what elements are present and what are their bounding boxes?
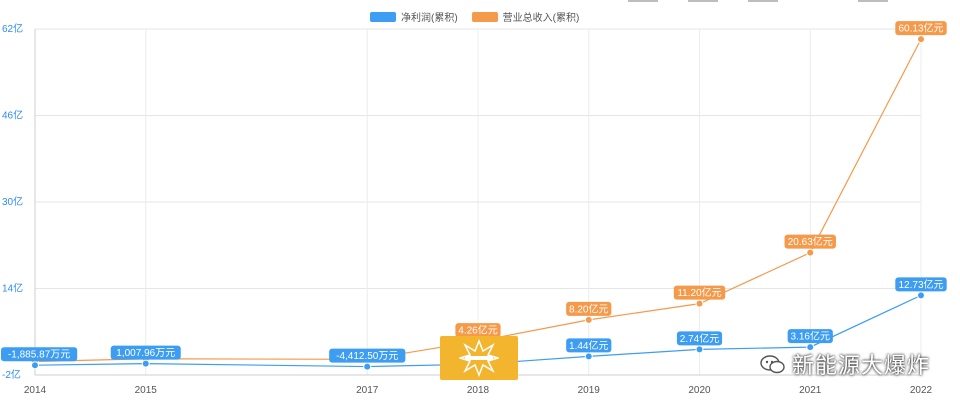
net-profit-data-label: 12.73亿元	[898, 278, 943, 291]
x-tick-label: 2020	[688, 385, 711, 396]
revenue-point	[917, 35, 925, 44]
logo-stamp	[440, 336, 518, 380]
net-profit-data-label: 3.16亿元	[791, 330, 830, 343]
wechat-icon	[760, 355, 785, 374]
net-profit-data-label-bg	[787, 329, 833, 344]
y-tick-label: -2亿	[2, 368, 21, 381]
starburst-logo-icon	[459, 339, 499, 377]
watermark-text: 新能源大爆炸	[791, 353, 930, 378]
y-tick-label: 46亿	[2, 109, 23, 122]
revenue-data-label-bg	[673, 285, 726, 300]
revenue-data-label: 20.63亿元	[788, 235, 833, 248]
revenue-data-label: 4.26亿元	[458, 324, 497, 337]
net-profit-data-label: 2.74亿元	[680, 332, 719, 345]
net-profit-data-label-bg	[566, 338, 612, 353]
legend-swatch-blue	[370, 11, 396, 22]
legend-item-net-profit[interactable]: 净利润(累积)	[370, 9, 458, 24]
y-tick-label: 62亿	[2, 22, 23, 35]
revenue-data-label-bg	[895, 21, 947, 36]
y-tick-label: 14亿	[2, 282, 23, 295]
toolbar-stub	[688, 0, 718, 2]
revenue-data-label: 60.13亿元	[898, 22, 943, 35]
net-profit-data-label-bg	[1, 347, 78, 362]
revenue-data-label-bg	[455, 323, 501, 338]
x-tick-label: 2015	[135, 385, 158, 396]
net-profit-point	[917, 291, 925, 300]
toolbar-stub	[858, 0, 888, 2]
net-profit-data-label: -4,412.50万元	[336, 351, 398, 362]
x-tick-label: 2018	[467, 385, 490, 396]
legend-label-net-profit: 净利润(累积)	[401, 13, 458, 24]
x-tick-label: 2014	[24, 385, 47, 396]
revenue-data-label-bg	[784, 234, 836, 249]
net-profit-data-label-bg	[676, 331, 723, 346]
net-profit-line	[34, 294, 922, 368]
net-profit-data-label-bg	[329, 348, 406, 363]
x-tick-label: 2017	[356, 385, 379, 396]
revenue-point	[695, 299, 704, 308]
net-profit-point	[806, 343, 815, 352]
legend-label-revenue: 营业总收入(累积)	[502, 13, 580, 24]
net-profit-data-label: 1,007.96万元	[116, 348, 175, 359]
toolbar-stub	[628, 0, 658, 2]
net-profit-data-label-bg	[110, 345, 181, 360]
revenue-data-label: 11.20亿元	[677, 286, 721, 299]
chart-legend: 净利润(累积) 营业总收入(累积)	[370, 9, 579, 24]
top-toolbar-stubs	[628, 0, 928, 2]
net-profit-data-label: -1,885.87万元	[8, 350, 70, 361]
revenue-line	[34, 38, 922, 363]
legend-swatch-orange	[471, 11, 498, 22]
toolbar-stub	[748, 0, 778, 2]
x-tick-label: 2021	[799, 385, 822, 396]
net-profit-point	[141, 359, 150, 368]
watermark: 新能源大爆炸	[760, 348, 930, 380]
revenue-data-label-bg	[566, 301, 612, 316]
legend-item-revenue[interactable]: 营业总收入(累积)	[471, 9, 580, 24]
net-profit-data-label: 1.44亿元	[569, 339, 608, 352]
y-tick-label: 30亿	[2, 195, 23, 208]
net-profit-data-label-bg	[895, 277, 947, 292]
net-profit-point	[363, 362, 372, 371]
net-profit-point	[31, 361, 39, 370]
revenue-point	[584, 315, 593, 324]
revenue-point	[806, 248, 815, 257]
x-tick-label: 2022	[910, 385, 933, 396]
x-tick-label: 2019	[578, 385, 601, 396]
net-profit-point	[695, 345, 704, 354]
revenue-data-label: 8.20亿元	[569, 302, 608, 315]
net-profit-point	[584, 352, 593, 361]
